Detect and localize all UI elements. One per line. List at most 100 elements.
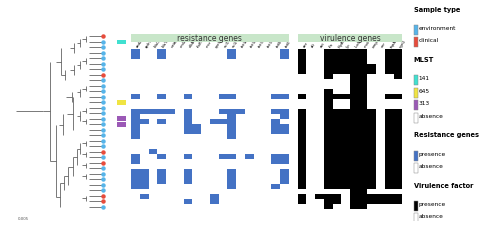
Bar	[157, 169, 166, 174]
Bar	[227, 109, 236, 114]
Text: virulence genes: virulence genes	[320, 34, 380, 43]
Bar	[350, 104, 359, 109]
Bar	[210, 200, 218, 204]
Bar	[358, 54, 368, 58]
Bar	[184, 114, 192, 119]
Bar	[385, 174, 394, 179]
Bar	[341, 94, 350, 99]
Text: tet(D): tet(D)	[249, 37, 259, 49]
Bar	[350, 200, 359, 204]
Text: presence: presence	[418, 152, 446, 157]
Bar	[341, 54, 350, 58]
Bar	[341, 64, 350, 69]
Bar	[298, 49, 306, 54]
Text: fla: fla	[328, 42, 334, 49]
Bar	[368, 159, 376, 164]
Bar	[385, 49, 394, 54]
Bar	[368, 109, 376, 114]
Bar	[394, 114, 402, 119]
Bar	[131, 159, 140, 164]
Text: clinical: clinical	[418, 38, 439, 43]
Bar	[358, 205, 368, 209]
Bar	[157, 94, 166, 99]
Text: tet(A): tet(A)	[240, 37, 250, 49]
Bar	[184, 124, 192, 129]
Bar	[280, 174, 288, 179]
Bar	[341, 169, 350, 174]
Bar	[298, 69, 306, 74]
Bar	[368, 114, 376, 119]
Bar	[385, 69, 394, 74]
Bar	[131, 49, 140, 54]
Text: ast: ast	[320, 41, 326, 49]
Bar	[358, 139, 368, 144]
Bar	[394, 194, 402, 199]
Bar	[368, 144, 376, 149]
Bar	[332, 119, 341, 124]
Bar	[324, 64, 332, 69]
Bar	[131, 174, 140, 179]
Bar	[184, 94, 192, 99]
Bar	[324, 149, 332, 154]
Bar	[324, 59, 332, 64]
Bar	[324, 124, 332, 129]
Bar	[332, 109, 341, 114]
Bar	[385, 64, 394, 69]
Bar	[227, 169, 236, 174]
Bar	[368, 164, 376, 169]
Bar	[324, 159, 332, 164]
Bar	[368, 149, 376, 154]
Bar	[210, 119, 218, 124]
Bar	[385, 200, 394, 204]
Bar	[140, 109, 148, 114]
Bar	[324, 184, 332, 189]
Text: mcr: mcr	[206, 40, 213, 49]
Bar	[271, 109, 280, 114]
Bar	[368, 119, 376, 124]
Bar	[350, 94, 359, 99]
Bar	[271, 154, 280, 159]
Text: presence: presence	[418, 202, 446, 207]
Bar	[350, 59, 359, 64]
Bar	[350, 114, 359, 119]
Bar	[280, 129, 288, 134]
Bar	[394, 179, 402, 184]
Bar	[324, 74, 332, 79]
Bar	[157, 174, 166, 179]
Bar	[358, 189, 368, 194]
Bar	[131, 154, 140, 159]
Bar	[341, 129, 350, 134]
Bar	[298, 64, 306, 69]
Bar	[271, 119, 280, 124]
Bar	[324, 109, 332, 114]
Bar	[298, 174, 306, 179]
Bar	[394, 59, 402, 64]
Bar	[368, 139, 376, 144]
Bar	[385, 179, 394, 184]
Bar	[332, 174, 341, 179]
Bar	[131, 54, 140, 58]
Bar	[184, 179, 192, 184]
Bar	[236, 109, 245, 114]
Bar	[324, 69, 332, 74]
Bar	[280, 169, 288, 174]
Bar	[324, 104, 332, 109]
Bar	[157, 179, 166, 184]
Bar	[341, 144, 350, 149]
Bar	[324, 179, 332, 184]
Bar	[184, 169, 192, 174]
Bar	[227, 114, 236, 119]
Bar	[350, 139, 359, 144]
Bar	[298, 149, 306, 154]
Bar	[341, 109, 350, 114]
Bar	[227, 124, 236, 129]
Bar	[315, 194, 324, 199]
Bar	[414, 75, 418, 85]
Bar	[298, 59, 306, 64]
Text: ser: ser	[380, 41, 388, 49]
Bar	[131, 114, 140, 119]
Bar	[245, 154, 254, 159]
Bar	[324, 119, 332, 124]
Bar	[298, 194, 306, 199]
Bar	[394, 74, 402, 79]
